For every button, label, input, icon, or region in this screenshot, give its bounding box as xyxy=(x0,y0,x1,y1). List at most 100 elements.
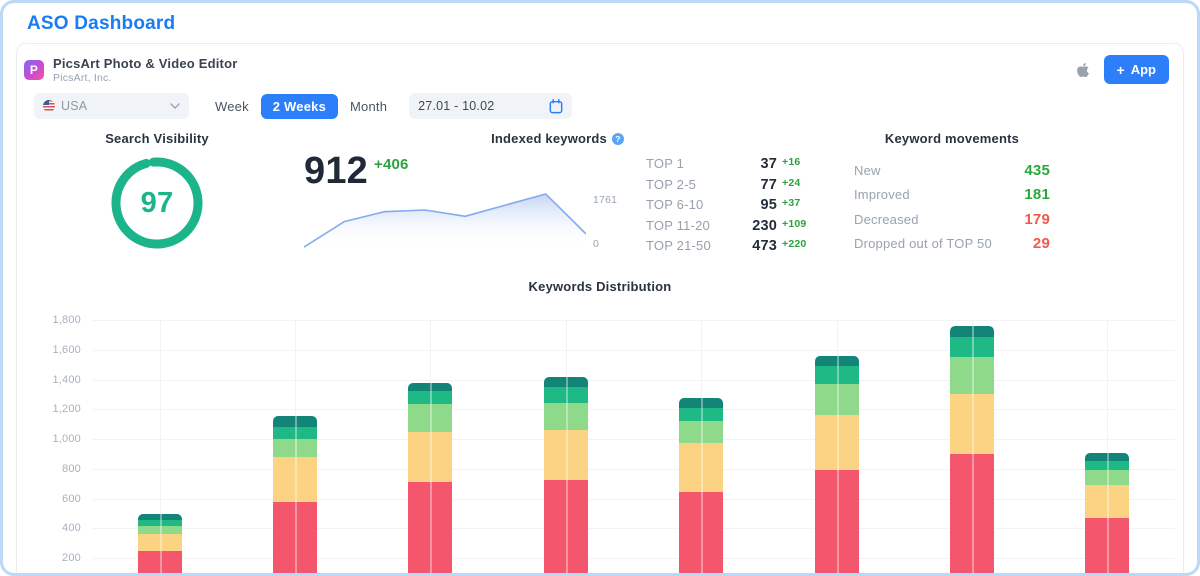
bar-column[interactable] xyxy=(904,320,1039,576)
stacked-bar[interactable] xyxy=(408,383,452,576)
chevron-down-icon xyxy=(170,103,180,109)
bar-column[interactable] xyxy=(769,320,904,576)
search-visibility-widget: Search Visibility 97 xyxy=(37,131,277,269)
stacked-bar[interactable] xyxy=(273,416,317,576)
sparkline-max-label: 1761 xyxy=(593,194,624,206)
bar-column[interactable] xyxy=(1040,320,1175,576)
add-app-button[interactable]: + App xyxy=(1104,55,1169,84)
bar-segment-light_green xyxy=(815,384,859,415)
visibility-gauge: 97 xyxy=(107,153,207,253)
app-developer: PicsArt, Inc. xyxy=(53,72,238,84)
top-rank-row: TOP 2-5 77 +24 xyxy=(646,177,818,198)
indexed-keywords-value: 912 xyxy=(304,154,368,188)
bar-column[interactable] xyxy=(498,320,633,576)
bar-segment-teal xyxy=(1085,453,1129,461)
bar-segment-red xyxy=(273,502,317,576)
bar-segment-red xyxy=(1085,518,1129,576)
visibility-score: 97 xyxy=(107,153,207,253)
bar-segment-teal xyxy=(544,377,588,387)
bar-segment-light_green xyxy=(679,421,723,443)
indexed-keywords-title: Indexed keywords xyxy=(491,131,607,146)
bar-segment-red xyxy=(815,470,859,576)
page-title: ASO Dashboard xyxy=(27,13,1197,35)
stacked-bar[interactable] xyxy=(544,377,588,576)
top-ranks-widget: TOP 1 37 +16 TOP 2-5 77 +24 TOP 6-10 95 … xyxy=(646,131,818,269)
widgets-row: Search Visibility 97 Indexed keywords ? … xyxy=(17,131,1183,269)
movement-row: Dropped out of TOP 50 29 xyxy=(854,232,1050,257)
bar-segment-green xyxy=(408,391,452,404)
y-axis-tick: 1,400 xyxy=(17,374,81,386)
keyword-movements-widget: Keyword movements New 435 Improved 181 D… xyxy=(854,131,1050,269)
bar-segment-yellow xyxy=(950,394,994,454)
bar-segment-red xyxy=(950,454,994,576)
picsart-app-icon: P xyxy=(24,60,44,80)
movement-row: Improved 181 xyxy=(854,183,1050,208)
y-axis-tick: 200 xyxy=(17,552,81,564)
bar-segment-green xyxy=(1085,461,1129,471)
y-axis-tick: 400 xyxy=(17,522,81,534)
y-axis-tick: 1,000 xyxy=(17,433,81,445)
bar-segment-light_green xyxy=(1085,470,1129,484)
usa-flag-icon xyxy=(43,100,55,112)
bar-segment-yellow xyxy=(544,430,588,480)
bar-segment-green xyxy=(273,427,317,439)
top-rank-row: TOP 6-10 95 +37 xyxy=(646,197,818,218)
movement-row: New 435 xyxy=(854,158,1050,183)
bar-segment-red xyxy=(679,492,723,576)
y-axis-tick: 600 xyxy=(17,493,81,505)
plus-icon: + xyxy=(1117,65,1125,75)
stacked-bar[interactable] xyxy=(815,356,859,576)
country-select-value: USA xyxy=(61,99,170,113)
bar-segment-green xyxy=(544,387,588,403)
calendar-icon xyxy=(549,99,563,114)
bar-segment-teal xyxy=(950,326,994,337)
indexed-keywords-widget: Indexed keywords ? 912 +406 xyxy=(304,131,624,269)
bar-segment-red xyxy=(408,482,452,576)
stacked-bar[interactable] xyxy=(138,514,182,576)
bar-segment-yellow xyxy=(815,415,859,470)
country-select[interactable]: USA xyxy=(34,93,189,119)
filter-bar: USA Week 2 Weeks Month 27.01 - 10.02 xyxy=(17,93,1183,119)
movement-row: Decreased 179 xyxy=(854,207,1050,232)
apple-icon[interactable] xyxy=(1076,62,1090,78)
add-app-label: App xyxy=(1131,62,1156,77)
bar-segment-green xyxy=(815,366,859,384)
y-axis-tick: 1,800 xyxy=(17,314,81,326)
bar-segment-green xyxy=(679,408,723,421)
date-range-picker[interactable]: 27.01 - 10.02 xyxy=(409,93,572,119)
y-axis-tick: 800 xyxy=(17,463,81,475)
bar-segment-yellow xyxy=(1085,485,1129,519)
bar-column[interactable] xyxy=(363,320,498,576)
dashboard-frame: ASO Dashboard P PicsArt Photo & Video Ed… xyxy=(0,0,1200,576)
keywords-distribution-chart: 1,8001,6001,4001,2001,0008006004002000 xyxy=(17,296,1183,576)
app-name: PicsArt Photo & Video Editor xyxy=(53,56,238,71)
app-header: P PicsArt Photo & Video Editor PicsArt, … xyxy=(17,44,1183,84)
tab-month[interactable]: Month xyxy=(338,94,399,119)
bar-column[interactable] xyxy=(92,320,227,576)
bar-segment-teal xyxy=(273,416,317,427)
stacked-bar[interactable] xyxy=(1085,453,1129,576)
bar-segment-yellow xyxy=(138,534,182,550)
indexed-keywords-sparkline xyxy=(304,190,586,252)
stacked-bar[interactable] xyxy=(950,326,994,576)
top-rank-row: TOP 1 37 +16 xyxy=(646,156,818,177)
bar-segment-red xyxy=(138,551,182,576)
tab-week[interactable]: Week xyxy=(203,94,261,119)
bar-column[interactable] xyxy=(227,320,362,576)
search-visibility-title: Search Visibility xyxy=(37,131,277,146)
keyword-movements-title: Keyword movements xyxy=(854,131,1050,146)
bar-segment-red xyxy=(544,480,588,576)
bar-chart-plot xyxy=(92,320,1175,576)
dashboard-card: P PicsArt Photo & Video Editor PicsArt, … xyxy=(16,43,1184,576)
tab-2-weeks[interactable]: 2 Weeks xyxy=(261,94,338,119)
bar-segment-teal xyxy=(138,514,182,521)
keywords-distribution-title: Keywords Distribution xyxy=(17,279,1183,294)
info-icon[interactable]: ? xyxy=(612,133,624,145)
date-range-value: 27.01 - 10.02 xyxy=(418,99,549,113)
bar-segment-yellow xyxy=(408,432,452,483)
bar-column[interactable] xyxy=(634,320,769,576)
period-tabs: Week 2 Weeks Month xyxy=(203,94,399,119)
top-rank-row: TOP 21-50 473 +220 xyxy=(646,238,818,259)
stacked-bar[interactable] xyxy=(679,398,723,576)
bar-segment-light_green xyxy=(950,357,994,394)
